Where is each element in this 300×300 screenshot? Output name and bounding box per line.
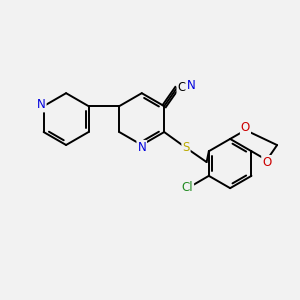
Text: C: C xyxy=(177,81,186,94)
Text: N: N xyxy=(187,79,195,92)
Text: N: N xyxy=(137,141,146,154)
Text: S: S xyxy=(182,141,190,154)
Text: O: O xyxy=(241,121,250,134)
Text: Cl: Cl xyxy=(182,181,193,194)
Text: N: N xyxy=(37,98,46,111)
Text: O: O xyxy=(262,156,272,169)
